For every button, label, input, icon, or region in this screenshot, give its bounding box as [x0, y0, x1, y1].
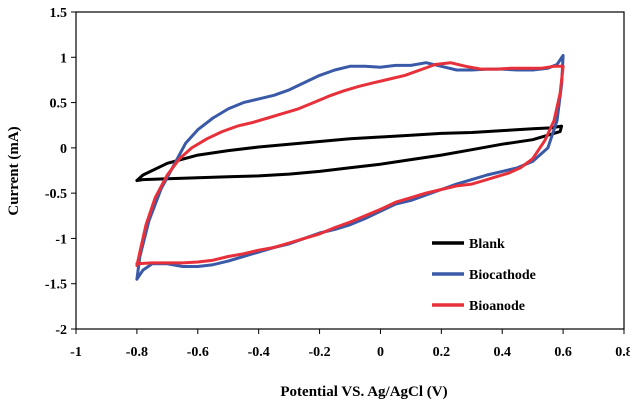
legend-label-blank: Blank — [469, 237, 505, 252]
legend-label-bioanode: Bioanode — [469, 299, 525, 314]
y-tick-label: -1 — [55, 232, 67, 247]
x-tick-label: 0.8 — [615, 345, 630, 360]
series-layer — [135, 54, 565, 281]
y-tick-label: 1 — [60, 51, 67, 66]
series-line-blank — [135, 124, 564, 182]
y-tick-label: 0.5 — [50, 97, 68, 112]
x-tick-label: -0.4 — [248, 345, 270, 360]
y-axis-title: Current (mA) — [6, 126, 22, 215]
y-tick-label: -1.5 — [45, 278, 67, 293]
x-tick-label: 0.4 — [493, 345, 511, 360]
x-tick-label: 0 — [377, 345, 384, 360]
y-tick-label: -0.5 — [45, 187, 67, 202]
y-tick-label: 1.5 — [50, 6, 68, 21]
x-axis-ticks: -1 -0.8 -0.6 -0.4 -0.2 0 0.2 0.4 0.6 0.8 — [70, 329, 630, 360]
x-tick-label: 0.2 — [433, 345, 451, 360]
y-axis-ticks: 1.5 1 0.5 0 -0.5 -1 -1.5 -2 — [45, 6, 76, 338]
legend-label-biocathode: Biocathode — [469, 268, 536, 283]
x-tick-label: -0.8 — [126, 345, 148, 360]
x-axis-title: Potential VS. Ag/AgCl (V) — [280, 384, 447, 400]
x-tick-label: -0.6 — [187, 345, 209, 360]
plot-area — [75, 11, 625, 330]
series-line-bioanode — [135, 61, 565, 268]
x-tick-label: -1 — [70, 345, 82, 360]
y-tick-label: -2 — [55, 323, 67, 338]
y-tick-label: 0 — [60, 142, 67, 157]
x-tick-label: -0.2 — [308, 345, 330, 360]
x-tick-label: 0.6 — [554, 345, 572, 360]
legend: Blank Biocathode Bioanode — [432, 237, 536, 314]
